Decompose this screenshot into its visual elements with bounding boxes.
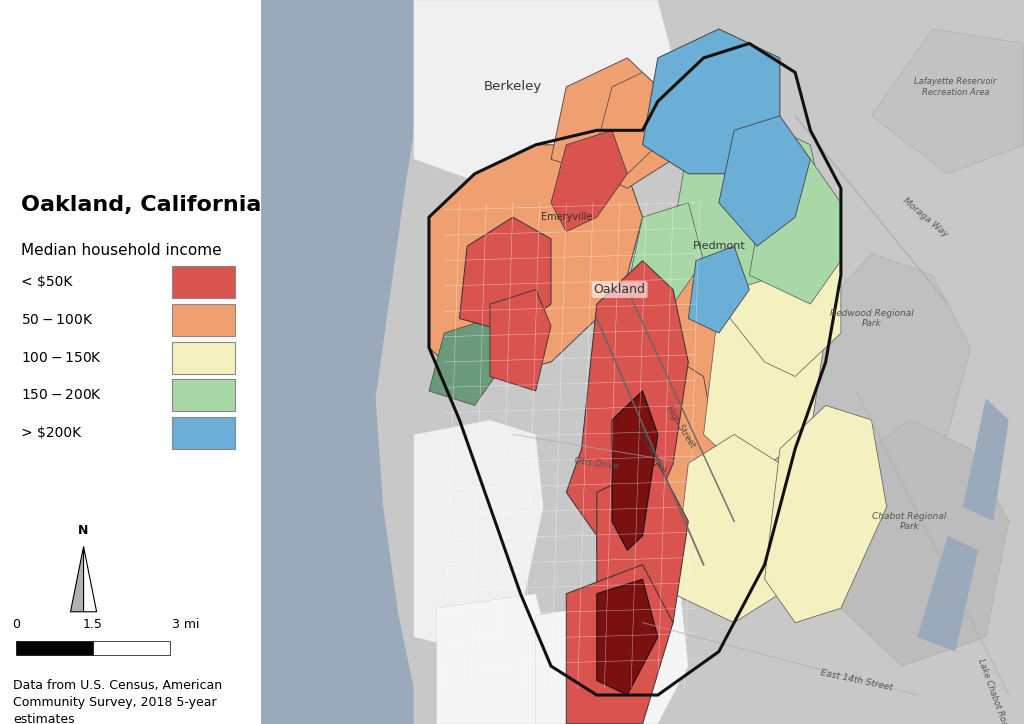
Text: N: N	[79, 524, 89, 537]
FancyBboxPatch shape	[172, 417, 236, 449]
Polygon shape	[429, 145, 643, 376]
Polygon shape	[551, 130, 628, 232]
Text: 35th Avenue: 35th Avenue	[632, 424, 668, 474]
Polygon shape	[673, 116, 825, 290]
FancyBboxPatch shape	[15, 641, 93, 655]
Text: $50-$100K: $50-$100K	[20, 313, 93, 327]
Text: Oakland: Oakland	[594, 283, 646, 296]
Polygon shape	[261, 0, 1024, 724]
Text: High Street: High Street	[665, 405, 697, 450]
Text: Chabot Regional
Park: Chabot Regional Park	[872, 512, 947, 531]
Text: Median household income: Median household income	[20, 243, 221, 258]
Polygon shape	[460, 217, 551, 333]
FancyBboxPatch shape	[172, 342, 236, 374]
Text: 3 mi: 3 mi	[172, 618, 200, 631]
Polygon shape	[719, 116, 810, 246]
Text: East 14th Street: East 14th Street	[819, 668, 893, 693]
Polygon shape	[673, 434, 780, 623]
Polygon shape	[688, 246, 750, 333]
Text: < $50K: < $50K	[20, 275, 73, 290]
Polygon shape	[643, 29, 780, 174]
Polygon shape	[750, 159, 841, 304]
Polygon shape	[597, 463, 688, 652]
Text: Lake Chabot Road: Lake Chabot Road	[976, 657, 1011, 724]
Text: > $200K: > $200K	[20, 426, 81, 440]
Text: Lafayette Reservoir
Recreation Area: Lafayette Reservoir Recreation Area	[914, 77, 996, 96]
Polygon shape	[536, 594, 688, 724]
Polygon shape	[871, 29, 1024, 174]
Polygon shape	[429, 319, 505, 405]
Text: Moraga Way: Moraga Way	[900, 195, 949, 239]
Polygon shape	[963, 398, 1009, 521]
Text: Otis Drive: Otis Drive	[574, 456, 620, 471]
Polygon shape	[628, 203, 703, 319]
Text: Berkeley: Berkeley	[483, 80, 542, 93]
Polygon shape	[414, 0, 673, 181]
Text: Piedmont: Piedmont	[692, 241, 745, 251]
Polygon shape	[436, 594, 551, 724]
Polygon shape	[566, 261, 688, 536]
FancyBboxPatch shape	[93, 641, 170, 655]
Polygon shape	[612, 391, 657, 550]
Polygon shape	[597, 348, 719, 565]
Polygon shape	[810, 253, 971, 463]
Polygon shape	[765, 405, 887, 623]
Polygon shape	[551, 58, 673, 188]
Polygon shape	[719, 188, 841, 376]
FancyBboxPatch shape	[172, 304, 236, 336]
FancyBboxPatch shape	[172, 266, 236, 298]
Text: Redwood Regional
Park: Redwood Regional Park	[829, 309, 913, 328]
Polygon shape	[566, 565, 673, 724]
Text: Data from U.S. Census, American
Community Survey, 2018 5-year
estimates: Data from U.S. Census, American Communit…	[13, 679, 222, 724]
Polygon shape	[490, 290, 551, 391]
Polygon shape	[597, 579, 657, 695]
Polygon shape	[643, 261, 750, 420]
Polygon shape	[703, 253, 825, 478]
Text: $100-$150K: $100-$150K	[20, 350, 102, 365]
Polygon shape	[825, 420, 1009, 666]
Polygon shape	[918, 536, 978, 652]
Polygon shape	[84, 547, 96, 612]
Polygon shape	[414, 420, 544, 652]
Polygon shape	[597, 72, 673, 174]
Text: Emeryville: Emeryville	[541, 212, 592, 222]
Polygon shape	[71, 547, 84, 612]
Polygon shape	[261, 0, 421, 724]
Text: 0: 0	[11, 618, 19, 631]
Text: Oakland, California: Oakland, California	[20, 195, 261, 216]
Text: $150-$200K: $150-$200K	[20, 388, 102, 403]
Text: 1.5: 1.5	[83, 618, 102, 631]
FancyBboxPatch shape	[172, 379, 236, 411]
